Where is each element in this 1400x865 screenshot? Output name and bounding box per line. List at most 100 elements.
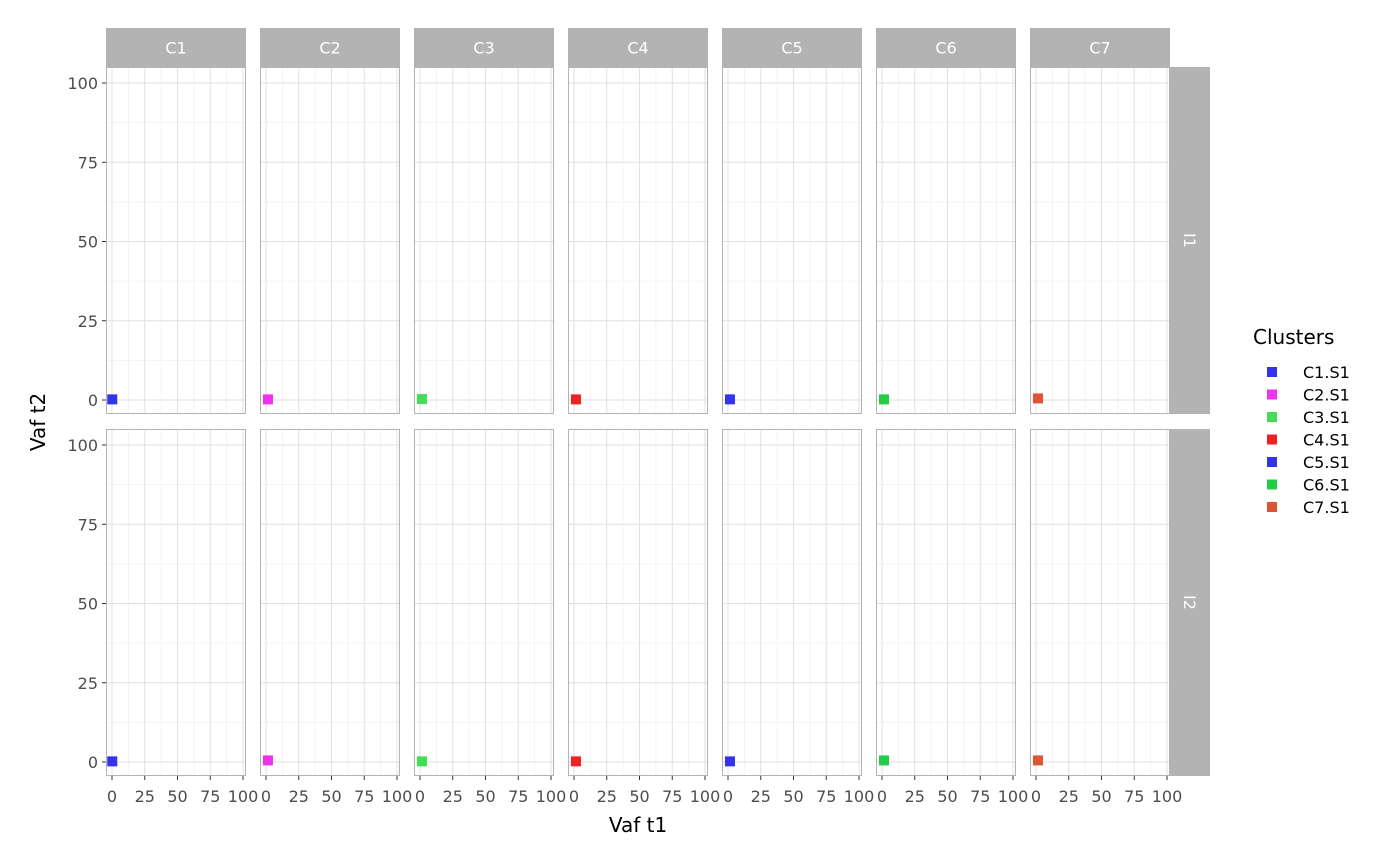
data-point (1032, 755, 1043, 766)
legend-key (1267, 457, 1277, 467)
panel-c6-i1 (876, 67, 1016, 414)
facet-strip-label: C2 (319, 39, 340, 58)
x-tick-label: 25 (1059, 787, 1079, 806)
x-tick-label: 0 (1031, 787, 1041, 806)
panel-border (722, 429, 862, 776)
x-tick-label: 100 (382, 787, 413, 806)
legend-label: C6.S1 (1303, 476, 1350, 495)
legend-label: C1.S1 (1303, 363, 1350, 382)
legend-label: C3.S1 (1303, 408, 1350, 427)
data-point (878, 394, 889, 405)
panel-c1-i1 (106, 67, 246, 414)
y-tick-label: 25 (78, 674, 98, 693)
panel-c1-i2 (106, 429, 246, 776)
panel-border (1030, 67, 1170, 414)
x-tick-label: 50 (937, 787, 957, 806)
x-tick-label: 25 (135, 787, 155, 806)
panel-c7-i2 (1030, 429, 1170, 776)
facet-row-strip-i2 (1170, 429, 1210, 776)
panel-border (876, 429, 1016, 776)
data-point (107, 394, 118, 405)
x-tick-label: 0 (569, 787, 579, 806)
x-tick-label: 25 (443, 787, 463, 806)
y-tick-label: 0 (88, 753, 98, 772)
x-tick-label: 0 (877, 787, 887, 806)
legend-key (1267, 389, 1277, 400)
facet-strip-label: C5 (781, 39, 802, 58)
facet-strip-label: C4 (627, 39, 648, 58)
data-point (262, 394, 273, 405)
facet-strip-c6 (876, 28, 1016, 67)
legend: Clusters C1.S1 C2.S1 C3.S1 C4.S1 C5.S1 C6.S1 C… (1253, 325, 1350, 517)
panel-border (1030, 429, 1170, 776)
legend-label: C7.S1 (1303, 498, 1350, 517)
facet-strip-label: C3 (473, 39, 494, 58)
panel-border (106, 67, 246, 414)
y-tick-label: 100 (67, 436, 98, 455)
points-layer (107, 393, 1043, 767)
x-tick-label: 50 (167, 787, 187, 806)
data-point (262, 755, 273, 766)
y-tick-label: 0 (88, 391, 98, 410)
x-tick-label: 25 (905, 787, 925, 806)
facet-strip-label: C1 (165, 39, 186, 58)
panel-c3-i1 (414, 67, 554, 414)
panel-border (260, 429, 400, 776)
x-tick-label: 75 (970, 787, 990, 806)
y-tick-label: 100 (67, 74, 98, 93)
data-point (724, 394, 735, 405)
facet-strip-c7 (1030, 28, 1170, 67)
data-point (416, 394, 427, 405)
y-tick-label: 25 (78, 312, 98, 331)
data-point (107, 756, 118, 767)
panel-c5-i1 (722, 67, 862, 414)
data-point (416, 756, 427, 767)
y-tick-label: 75 (78, 515, 98, 534)
facet-row-strip-label: I1 (1180, 233, 1199, 248)
panels-layer: C1 C2 C3 C4 C5 C6 C7 I1 I2 (106, 28, 1210, 776)
x-tick-label: 75 (508, 787, 528, 806)
x-tick-label: 75 (354, 787, 374, 806)
facet-strip-c2 (260, 28, 400, 67)
legend-title: Clusters (1253, 325, 1334, 349)
legend-key (1267, 434, 1277, 445)
x-tick-label: 100 (844, 787, 875, 806)
panel-border (414, 67, 554, 414)
data-point (1032, 393, 1043, 404)
x-tick-label: 100 (228, 787, 259, 806)
x-tick-label: 75 (1124, 787, 1144, 806)
data-point (878, 755, 889, 766)
x-tick-label: 75 (662, 787, 682, 806)
legend-key (1267, 367, 1277, 377)
x-tick-label: 75 (200, 787, 220, 806)
x-tick-label: 25 (751, 787, 771, 806)
x-tick-label: 50 (783, 787, 803, 806)
x-tick-label: 0 (415, 787, 425, 806)
panel-border (106, 429, 246, 776)
data-point (570, 756, 581, 767)
panel-c4-i1 (568, 67, 708, 414)
facet-strip-label: C7 (1089, 39, 1110, 58)
facet-strip-label: C6 (935, 39, 956, 58)
x-tick-label: 100 (536, 787, 567, 806)
x-tick-label: 100 (998, 787, 1029, 806)
x-tick-label: 100 (690, 787, 721, 806)
x-tick-label: 0 (723, 787, 733, 806)
x-tick-label: 50 (475, 787, 495, 806)
x-tick-label: 75 (816, 787, 836, 806)
facet-strip-c4 (568, 28, 708, 67)
x-tick-label: 100 (1152, 787, 1183, 806)
facet-strip-c3 (414, 28, 554, 67)
legend-key (1267, 502, 1277, 512)
legend-key (1267, 412, 1277, 422)
x-tick-label: 25 (597, 787, 617, 806)
panel-border (414, 429, 554, 776)
facet-row-strip-i1 (1170, 67, 1210, 414)
y-tick-label: 50 (78, 595, 98, 614)
data-point (570, 394, 581, 405)
panel-c2-i1 (260, 67, 400, 414)
legend-key (1267, 479, 1277, 490)
y-tick-label: 50 (78, 233, 98, 252)
